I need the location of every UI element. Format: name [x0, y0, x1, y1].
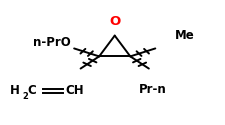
Text: CH: CH	[66, 84, 84, 97]
Text: Me: Me	[175, 29, 194, 42]
Text: n-PrO: n-PrO	[32, 36, 70, 50]
Text: C: C	[27, 84, 36, 97]
Text: 2: 2	[22, 92, 28, 101]
Text: O: O	[109, 15, 120, 28]
Text: H: H	[10, 84, 20, 97]
Text: Pr-n: Pr-n	[139, 83, 167, 96]
